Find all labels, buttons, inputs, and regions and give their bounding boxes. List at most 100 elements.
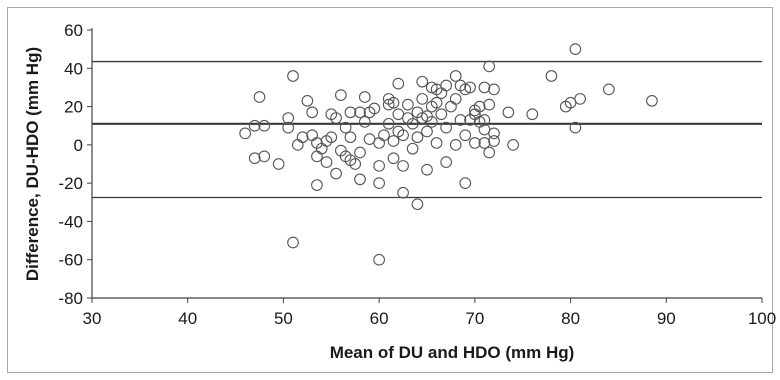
- data-point: [373, 177, 385, 189]
- data-point: [248, 119, 261, 132]
- data-point: [354, 146, 366, 159]
- data-point: [358, 91, 371, 103]
- data-point: [502, 106, 515, 119]
- data-point: [349, 158, 362, 170]
- data-point: [397, 160, 409, 172]
- data-point: [416, 93, 429, 105]
- data-point: [449, 139, 462, 151]
- data-point: [311, 150, 323, 163]
- data-point: [440, 121, 452, 134]
- data-point: [354, 106, 366, 119]
- data-point: [344, 131, 357, 144]
- data-point: [287, 236, 299, 249]
- data-point: [483, 60, 496, 73]
- data-point: [296, 131, 309, 144]
- data-point: [406, 142, 419, 155]
- data-point: [488, 135, 500, 147]
- data-point: [354, 173, 366, 186]
- y-tick-label: -60: [58, 251, 83, 270]
- data-point: [397, 186, 409, 199]
- y-axis-title: Difference, DU-HDO (mm Hg): [23, 47, 42, 281]
- data-point: [445, 100, 457, 113]
- data-point: [387, 96, 400, 109]
- data-point: [478, 123, 491, 136]
- data-point: [425, 116, 438, 128]
- data-point: [488, 83, 500, 96]
- data-point: [306, 129, 318, 142]
- data-point: [373, 253, 385, 266]
- data-point: [306, 106, 318, 119]
- data-point: [397, 129, 409, 142]
- data-point: [406, 117, 419, 130]
- data-point: [430, 96, 443, 109]
- data-point: [387, 135, 400, 147]
- x-tick-label: 80: [561, 309, 580, 328]
- data-point: [449, 93, 462, 105]
- data-point: [569, 121, 582, 134]
- data-point: [378, 129, 390, 142]
- data-point: [430, 137, 443, 149]
- y-tick-label: 0: [74, 136, 83, 155]
- y-tick-label: -80: [58, 289, 83, 308]
- data-point: [449, 70, 462, 82]
- data-point: [440, 156, 452, 168]
- data-point: [469, 137, 481, 149]
- data-point: [478, 114, 491, 126]
- data-point: [387, 152, 400, 165]
- data-point: [272, 158, 285, 170]
- data-point: [646, 94, 658, 107]
- data-point: [411, 198, 424, 211]
- data-point: [287, 70, 299, 82]
- data-point: [483, 146, 496, 159]
- data-point: [291, 139, 304, 151]
- data-point: [320, 156, 333, 168]
- data-point: [421, 125, 433, 138]
- data-point: [382, 117, 395, 130]
- data-point: [603, 83, 615, 96]
- data-point: [325, 131, 338, 144]
- x-tick-label: 30: [83, 309, 102, 328]
- data-point: [368, 102, 381, 115]
- data-point: [282, 112, 295, 124]
- data-point: [239, 127, 251, 140]
- y-tick-label: -20: [58, 174, 83, 193]
- data-point: [253, 91, 266, 103]
- x-axis-title: Mean of DU and HDO (mm Hg): [330, 343, 575, 362]
- data-point: [282, 121, 295, 134]
- data-point: [301, 94, 314, 107]
- x-tick-label: 60: [370, 309, 389, 328]
- x-tick-label: 70: [465, 309, 484, 328]
- y-tick-label: 60: [64, 21, 83, 40]
- data-point: [545, 70, 558, 82]
- data-point: [459, 129, 472, 142]
- data-point: [373, 160, 385, 172]
- data-point: [454, 114, 467, 126]
- data-point: [425, 81, 438, 94]
- data-point: [416, 75, 429, 88]
- y-tick-label: -40: [58, 212, 83, 231]
- data-point: [402, 98, 414, 111]
- data-point: [483, 98, 496, 111]
- data-point: [411, 131, 424, 144]
- x-tick-label: 100: [748, 309, 776, 328]
- data-point: [335, 89, 347, 101]
- data-point: [248, 152, 261, 165]
- data-point: [440, 79, 452, 92]
- data-point: [358, 116, 371, 128]
- data-point: [330, 112, 342, 124]
- data-point: [507, 139, 519, 151]
- data-point: [392, 77, 405, 90]
- data-point: [478, 81, 491, 94]
- data-point: [464, 81, 476, 94]
- data-point: [478, 137, 491, 149]
- data-point: [473, 100, 486, 113]
- data-point: [258, 150, 271, 163]
- x-tick-label: 90: [657, 309, 676, 328]
- x-tick-label: 50: [274, 309, 293, 328]
- data-point: [526, 108, 539, 121]
- data-point: [373, 137, 385, 149]
- data-point: [569, 43, 582, 55]
- data-point: [574, 93, 586, 105]
- data-point: [339, 121, 352, 134]
